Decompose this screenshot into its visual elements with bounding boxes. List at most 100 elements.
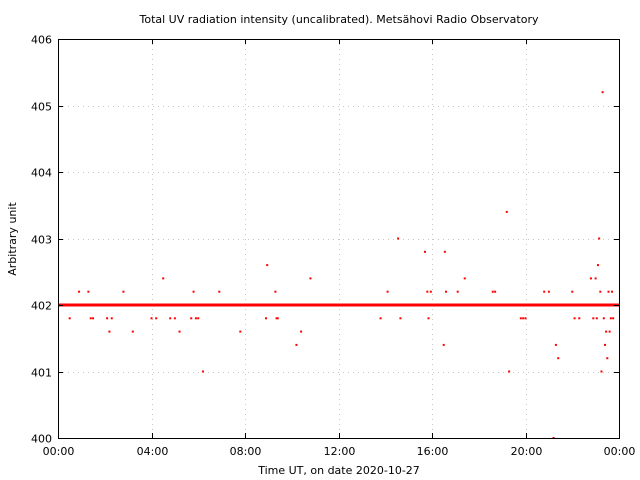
data-point <box>197 317 200 320</box>
y-tick-label: 406 <box>31 34 52 47</box>
data-point <box>463 277 466 280</box>
data-point <box>605 330 608 333</box>
data-point <box>601 91 604 94</box>
data-points <box>58 91 619 439</box>
data-point <box>379 317 382 320</box>
data-point <box>603 343 606 346</box>
data-point <box>265 317 268 320</box>
data-point <box>608 330 611 333</box>
x-tick-label: 00:00 <box>604 445 636 458</box>
data-point <box>557 357 560 360</box>
data-point <box>594 277 597 280</box>
data-point <box>494 290 497 293</box>
x-tick-label: 20:00 <box>511 445 543 458</box>
x-tick-label: 00:00 <box>43 445 75 458</box>
data-point <box>218 290 221 293</box>
data-point <box>426 290 429 293</box>
data-point <box>106 317 109 320</box>
data-point <box>423 250 426 253</box>
data-point <box>600 370 603 373</box>
data-point <box>445 290 448 293</box>
data-point <box>68 317 71 320</box>
data-point <box>543 290 546 293</box>
data-point <box>190 317 193 320</box>
data-point <box>178 330 181 333</box>
y-tick-label: 404 <box>31 167 52 180</box>
data-point <box>169 317 172 320</box>
x-tick-label: 04:00 <box>137 445 169 458</box>
y-tick-labels: 400 401 402 403 404 405 406 <box>31 34 52 446</box>
data-point <box>595 317 598 320</box>
data-point <box>192 290 195 293</box>
y-tick-label: 401 <box>31 367 52 380</box>
data-point <box>92 317 95 320</box>
data-point <box>201 370 204 373</box>
data-point <box>131 330 134 333</box>
axis-ticks <box>58 39 620 439</box>
data-point <box>598 237 601 240</box>
data-point <box>522 317 525 320</box>
data-point <box>596 264 599 267</box>
data-point <box>78 290 81 293</box>
y-tick-label: 405 <box>31 101 52 114</box>
data-point <box>602 317 605 320</box>
grid-lines <box>58 39 619 438</box>
data-point <box>266 264 269 267</box>
baseline-points <box>58 303 619 307</box>
data-point <box>519 317 522 320</box>
data-point <box>162 277 165 280</box>
data-point <box>609 317 612 320</box>
data-point <box>194 317 197 320</box>
data-point <box>443 250 446 253</box>
data-point <box>573 317 576 320</box>
data-point <box>547 290 550 293</box>
data-point <box>589 277 592 280</box>
data-point <box>508 370 511 373</box>
data-point <box>295 343 298 346</box>
y-tick-label: 400 <box>31 433 52 446</box>
chart-title: Total UV radiation intensity (uncalibrat… <box>139 13 539 26</box>
data-point <box>397 237 400 240</box>
data-point <box>276 317 279 320</box>
data-point <box>300 330 303 333</box>
x-tick-labels: 00:00 04:00 08:00 12:00 16:00 20:00 00:00 <box>43 445 636 458</box>
data-point <box>173 317 176 320</box>
data-point <box>87 290 90 293</box>
data-point <box>592 317 595 320</box>
data-point <box>456 290 459 293</box>
data-point <box>155 317 158 320</box>
data-point <box>274 290 277 293</box>
data-point <box>612 317 615 320</box>
data-point <box>239 330 242 333</box>
data-point <box>386 290 389 293</box>
data-point <box>554 343 557 346</box>
data-point <box>108 330 111 333</box>
data-point <box>275 317 278 320</box>
data-point <box>442 343 445 346</box>
data-point <box>122 290 125 293</box>
data-point <box>571 290 574 293</box>
data-point <box>427 317 430 320</box>
x-axis-label: Time UT, on date 2020-10-27 <box>257 464 420 477</box>
data-point <box>89 317 92 320</box>
x-tick-label: 12:00 <box>324 445 356 458</box>
data-point <box>524 317 527 320</box>
x-tick-label: 08:00 <box>230 445 262 458</box>
data-point <box>606 357 609 360</box>
data-point <box>399 317 402 320</box>
x-tick-label: 16:00 <box>417 445 449 458</box>
data-point <box>429 290 432 293</box>
data-point <box>578 317 581 320</box>
data-point <box>309 277 312 280</box>
data-point <box>110 317 113 320</box>
y-axis-label: Arbitrary unit <box>6 202 19 276</box>
data-point <box>505 210 508 213</box>
data-point <box>599 290 602 293</box>
data-point <box>607 290 610 293</box>
y-tick-label: 403 <box>31 234 52 247</box>
data-point <box>610 290 613 293</box>
data-point <box>491 290 494 293</box>
data-point <box>150 317 153 320</box>
y-tick-label: 402 <box>31 300 52 313</box>
